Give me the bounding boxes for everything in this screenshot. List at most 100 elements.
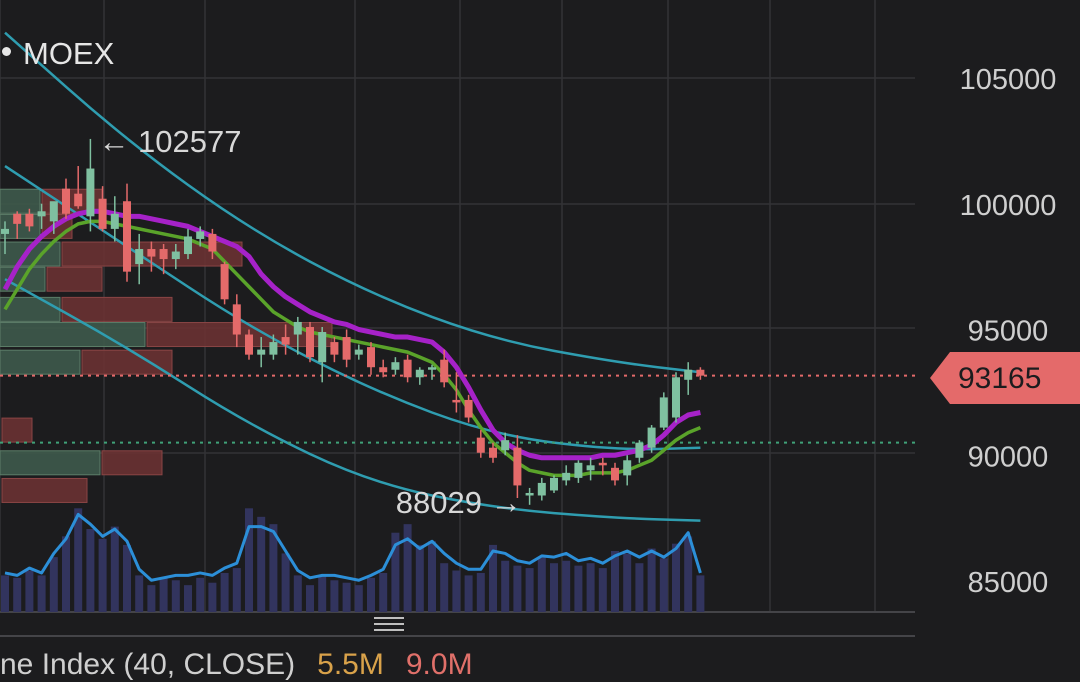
candle <box>13 211 22 239</box>
candle <box>452 372 461 413</box>
volume-bar <box>147 585 156 612</box>
candle-body <box>513 447 522 486</box>
volume-bar <box>537 557 546 612</box>
candle <box>525 487 534 505</box>
candle <box>306 321 314 363</box>
candle <box>49 201 58 234</box>
volume-bar <box>501 560 510 612</box>
volume-bar <box>306 585 314 612</box>
volume-bar <box>1 575 9 612</box>
volume-bar <box>379 572 388 612</box>
volume-bar <box>562 560 571 612</box>
candle <box>269 334 278 360</box>
candle <box>659 392 668 431</box>
candle <box>354 344 363 360</box>
indicator-value-1: 5.5M <box>317 648 384 681</box>
volume-bar <box>37 575 46 612</box>
candle <box>318 326 327 383</box>
candle-body <box>171 251 180 260</box>
volume-bar <box>220 572 229 612</box>
price-chart[interactable]: ← 102577 88029 → 105000 100000 95000 90000 850… <box>0 0 1080 668</box>
candle <box>513 435 522 499</box>
candle <box>62 178 70 219</box>
volume-bar <box>159 577 168 612</box>
volume-bar <box>659 558 668 612</box>
candle-body <box>562 472 571 481</box>
candle-body <box>269 342 278 355</box>
volume-bar <box>281 553 290 612</box>
candle <box>489 442 497 463</box>
volume-bar <box>293 575 302 612</box>
volume-bar <box>330 580 339 612</box>
candle <box>550 475 558 493</box>
y-axis-tick-label: 90000 <box>968 441 1049 473</box>
candle <box>562 465 571 486</box>
volume-bar <box>403 524 412 612</box>
volume-profile-up-bar <box>0 349 81 375</box>
indicator-legend[interactable]: ne Index (40, CLOSE) 5.5M 9.0M <box>0 648 473 682</box>
volume-bar <box>367 577 375 612</box>
candle <box>232 294 241 348</box>
candle-body <box>379 367 388 373</box>
candle <box>1 221 9 255</box>
candle-body <box>37 211 46 217</box>
candle-body <box>367 347 375 368</box>
candle-body <box>74 193 83 207</box>
candle <box>110 196 119 242</box>
candle <box>37 203 46 229</box>
volume-bar <box>196 577 205 612</box>
candle-body <box>525 492 534 496</box>
candle-body <box>25 213 34 227</box>
candle-body <box>318 332 327 363</box>
volume-bar <box>586 563 595 612</box>
symbol-status-dot <box>2 47 11 57</box>
volume-bar <box>611 551 619 612</box>
candle-body <box>403 359 412 378</box>
candle-body <box>245 334 253 355</box>
moving-average-slow <box>3 219 702 478</box>
candle-body <box>647 427 656 448</box>
candle-body <box>354 349 363 355</box>
moving-average-fast <box>2 208 701 461</box>
volume-bar <box>86 529 95 612</box>
candle-body <box>110 213 119 229</box>
candle <box>74 166 83 209</box>
candle-body <box>415 369 424 378</box>
candle <box>208 228 217 260</box>
volume-bar <box>598 568 607 612</box>
candle-body <box>208 233 217 252</box>
candle-body <box>586 465 595 471</box>
candle-body <box>196 231 205 239</box>
volume-bar <box>245 508 253 612</box>
volume-bar <box>525 568 534 612</box>
y-axis-tick-label: 95000 <box>968 316 1049 348</box>
candle-body <box>501 440 510 451</box>
candle <box>257 337 266 368</box>
volume-bar <box>513 565 522 612</box>
pane-resize-handle[interactable] <box>374 617 404 631</box>
candle-body <box>330 342 339 355</box>
channel-line <box>4 31 701 374</box>
volume-bar <box>391 532 400 612</box>
candle <box>391 357 400 375</box>
candle <box>464 394 473 423</box>
last-price-value: 93165 <box>958 362 1042 395</box>
volume-bar <box>13 577 22 612</box>
candle-body <box>550 477 558 491</box>
volume-bar <box>62 536 70 612</box>
candle-body <box>257 349 266 355</box>
annotation-high-label: ← 102577 <box>98 124 241 159</box>
candle-body <box>13 213 22 224</box>
candle <box>672 372 680 423</box>
volume-profile-down-bar <box>46 266 103 292</box>
volume-bar <box>452 570 461 612</box>
annotation-low-label: 88029 → <box>396 485 522 520</box>
volume-bar <box>74 508 83 612</box>
candle-body <box>537 482 546 496</box>
volume-bar <box>269 524 278 612</box>
price-tag-shape <box>930 352 1080 404</box>
candle <box>98 186 107 232</box>
candle-body <box>574 462 583 478</box>
candle <box>123 183 131 282</box>
chart-container[interactable]: ← 102577 88029 → 105000 100000 95000 90000 850… <box>0 0 1080 668</box>
